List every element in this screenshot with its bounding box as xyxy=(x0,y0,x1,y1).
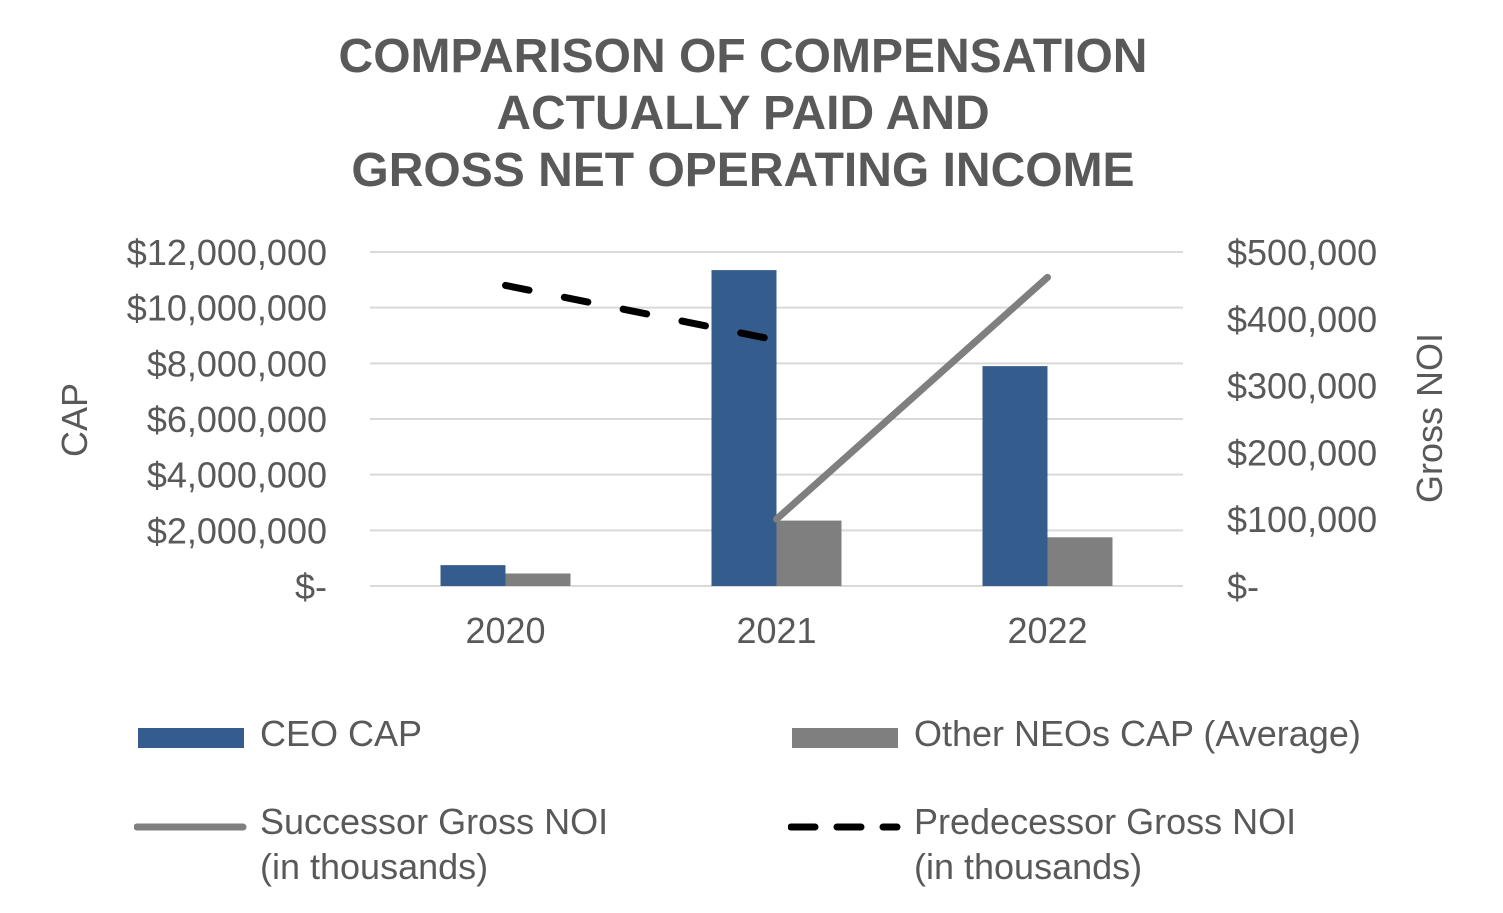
bar-other-neos-cap-average-2021 xyxy=(776,520,842,586)
x-axis-ticks: 2020 2021 2022 xyxy=(465,610,1087,651)
y2-axis-label: Gross NOI xyxy=(1409,333,1450,503)
line-successor-gross-noi-in-thousands xyxy=(773,273,1051,523)
legend-label-predecessor-noi-line-1: Predecessor Gross NOI xyxy=(914,801,1297,842)
bar-ceo-cap-2022 xyxy=(982,366,1048,586)
legend-label-successor-noi-line-2: (in thousands) xyxy=(260,846,489,887)
y-axis-ticks: $- $2,000,000 $4,000,000 $6,000,000 $8,000,0… xyxy=(127,232,327,607)
y-tick-label: $12,000,000 xyxy=(127,232,327,273)
bar-other-neos-cap-average-2022 xyxy=(1047,537,1113,586)
y2-tick-label: $500,000 xyxy=(1227,232,1377,273)
line-predecessor-gross-noi-in-thousands xyxy=(502,281,780,344)
y2-tick-label: $100,000 xyxy=(1227,499,1377,540)
x-tick-label: 2020 xyxy=(465,610,545,651)
legend-label-predecessor-noi-line-2: (in thousands) xyxy=(914,846,1143,887)
x-tick-label: 2021 xyxy=(736,610,816,651)
y-tick-label: $6,000,000 xyxy=(147,399,327,440)
y2-axis-ticks: $- $100,000 $200,000 $300,000 $400,000 $500,0… xyxy=(1227,232,1377,607)
y2-tick-label: $300,000 xyxy=(1227,366,1377,407)
y-axis-label: CAP xyxy=(54,383,95,457)
legend-swatch-successor-noi xyxy=(134,823,247,831)
y2-tick-label: $- xyxy=(1227,566,1259,607)
chart-title-line-2: ACTUALLY PAID AND xyxy=(496,87,990,140)
bars xyxy=(440,270,1113,586)
legend-label-ceo-cap: CEO CAP xyxy=(260,713,423,754)
y2-tick-label: $400,000 xyxy=(1227,299,1377,340)
chart-title-line-3: GROSS NET OPERATING INCOME xyxy=(351,144,1135,197)
legend-label-other-neos-cap: Other NEOs CAP (Average) xyxy=(914,713,1361,754)
bar-other-neos-cap-average-2020 xyxy=(505,573,571,586)
y-tick-label: $2,000,000 xyxy=(147,510,327,551)
y-tick-label: $- xyxy=(295,566,327,607)
legend-label-successor-noi-line-1: Successor Gross NOI xyxy=(260,801,609,842)
bar-ceo-cap-2020 xyxy=(440,565,506,586)
y2-tick-label: $200,000 xyxy=(1227,432,1377,473)
chart-title: COMPARISON OF COMPENSATION ACTUALLY PAID… xyxy=(0,28,1486,199)
legend-swatch-other-neos-cap xyxy=(792,728,898,748)
legend-swatch-predecessor-noi xyxy=(788,823,901,831)
lines xyxy=(502,273,1051,523)
legend-swatch-ceo-cap xyxy=(138,728,244,748)
bar-ceo-cap-2021 xyxy=(711,270,777,586)
y-tick-label: $10,000,000 xyxy=(127,288,327,329)
chart-title-line-1: COMPARISON OF COMPENSATION xyxy=(338,30,1148,83)
y-tick-label: $4,000,000 xyxy=(147,455,327,496)
x-tick-label: 2022 xyxy=(1007,610,1087,651)
y-tick-label: $8,000,000 xyxy=(147,343,327,384)
